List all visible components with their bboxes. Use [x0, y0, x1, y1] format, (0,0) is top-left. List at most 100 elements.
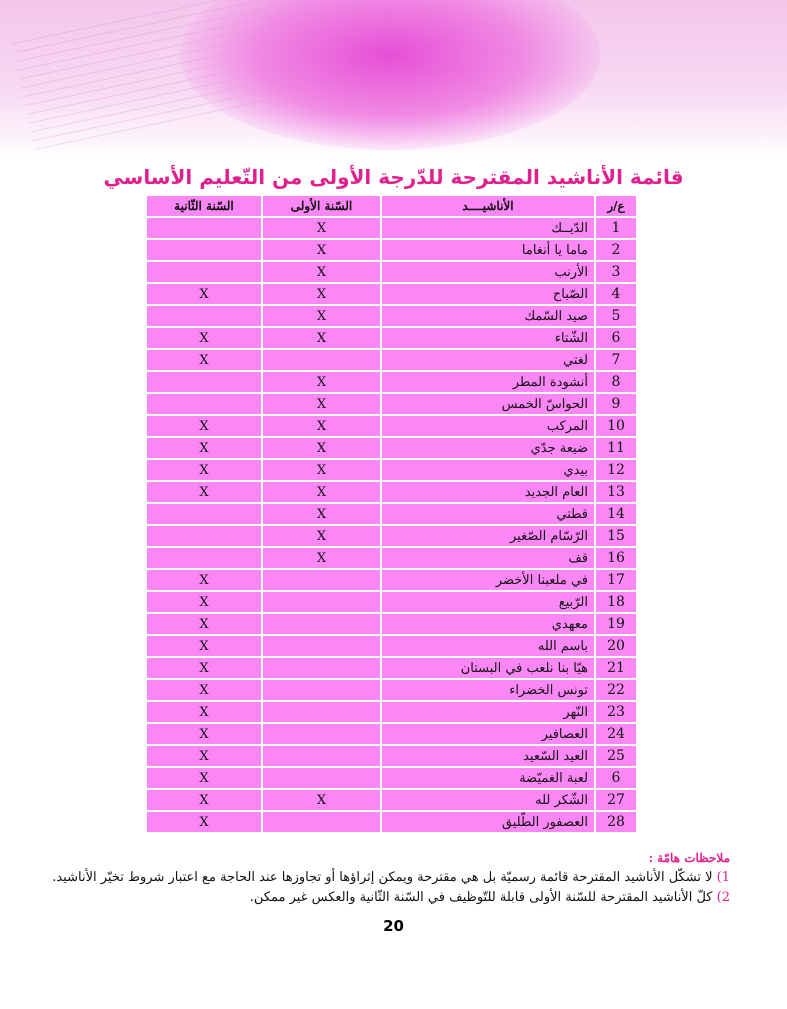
row-number: 25 — [594, 744, 638, 768]
year1-mark — [260, 678, 383, 702]
year1-mark: X — [260, 546, 383, 570]
table-row: 16 قف X — [145, 546, 638, 570]
table-row: 19 معهدي X — [145, 612, 638, 636]
year2-mark: X — [145, 282, 263, 306]
song-title: بيدي — [380, 458, 596, 482]
col-year2: السّنة الثّانية — [145, 194, 263, 218]
year1-mark: X — [260, 282, 383, 306]
table-row: 6 لعبة الغميّضة X — [145, 766, 638, 790]
table-row: 23 النّهر X — [145, 700, 638, 724]
table-row: 6 الشّتاء X X — [145, 326, 638, 350]
note-item: 1) لا تشكّل الأناشيد المقترحة قائمة رسمي… — [40, 868, 730, 888]
song-title: الصّباح — [380, 282, 596, 306]
year2-mark: X — [145, 612, 263, 636]
song-title: في ملعبنا الأخضر — [380, 568, 596, 592]
song-title: الدّيــك — [380, 216, 596, 240]
row-number: 24 — [594, 722, 638, 746]
song-title: الرّسّام الصّغير — [380, 524, 596, 548]
year1-mark: X — [260, 502, 383, 526]
table-row: 7 لغتي X — [145, 348, 638, 372]
song-title: الأرنب — [380, 260, 596, 284]
song-title: المركب — [380, 414, 596, 438]
song-title: الرّبيع — [380, 590, 596, 614]
row-number: 9 — [594, 392, 638, 416]
song-title: قطتي — [380, 502, 596, 526]
row-number: 6 — [594, 326, 638, 350]
song-title: صيد السّمك — [380, 304, 596, 328]
table-header: ع/ر الأناشيــــد السّنة الأولى السّنة ال… — [145, 194, 638, 218]
row-number: 20 — [594, 634, 638, 658]
year2-mark: X — [145, 656, 263, 680]
year1-mark — [260, 722, 383, 746]
row-number: 19 — [594, 612, 638, 636]
year1-mark: X — [260, 370, 383, 394]
table-row: 20 باسم الله X — [145, 634, 638, 658]
year2-mark: X — [145, 590, 263, 614]
row-number: 13 — [594, 480, 638, 504]
year2-mark — [145, 392, 263, 416]
table-row: 14 قطتي X — [145, 502, 638, 526]
row-number: 22 — [594, 678, 638, 702]
table-row: 24 العصافير X — [145, 722, 638, 746]
row-number: 17 — [594, 568, 638, 592]
row-number: 8 — [594, 370, 638, 394]
year2-mark: X — [145, 788, 263, 812]
year1-mark: X — [260, 260, 383, 284]
year1-mark: X — [260, 326, 383, 350]
col-number: ع/ر — [594, 194, 638, 218]
year2-mark: X — [145, 348, 263, 372]
row-number: 7 — [594, 348, 638, 372]
year1-mark: X — [260, 304, 383, 328]
row-number: 14 — [594, 502, 638, 526]
table-row: 28 العصفور الطّليق X — [145, 810, 638, 834]
table-row: 12 بيدي X X — [145, 458, 638, 482]
year1-mark — [260, 766, 383, 790]
note-text: لا تشكّل الأناشيد المقترحة قائمة رسميّة … — [52, 870, 713, 885]
year1-mark — [260, 634, 383, 658]
table-row: 25 العيد السّعيد X — [145, 744, 638, 768]
year2-mark — [145, 524, 263, 548]
row-number: 23 — [594, 700, 638, 724]
row-number: 16 — [594, 546, 638, 570]
song-title: العام الجديد — [380, 480, 596, 504]
year2-mark: X — [145, 326, 263, 350]
page-title: قائمة الأناشيد المقترحة للدّرجة الأولى م… — [103, 165, 684, 189]
song-title: لعبة الغميّضة — [380, 766, 596, 790]
year1-mark: X — [260, 238, 383, 262]
table-row: 4 الصّباح X X — [145, 282, 638, 306]
table-row: 5 صيد السّمك X — [145, 304, 638, 328]
violin-decoration — [180, 0, 600, 150]
year2-mark: X — [145, 436, 263, 460]
table-row: 22 تونس الخضراء X — [145, 678, 638, 702]
table-row: 18 الرّبيع X — [145, 590, 638, 614]
page-content: قائمة الأناشيد المقترحة للدّرجة الأولى م… — [0, 162, 787, 936]
row-number: 27 — [594, 788, 638, 812]
year2-mark — [145, 370, 263, 394]
table-row: 13 العام الجديد X X — [145, 480, 638, 504]
page-number: 20 — [383, 917, 404, 935]
year2-mark: X — [145, 766, 263, 790]
year1-mark: X — [260, 524, 383, 548]
year1-mark — [260, 744, 383, 768]
note-number: 1) — [716, 870, 730, 885]
song-title: الشّكر لله — [380, 788, 596, 812]
year1-mark: X — [260, 216, 383, 240]
year1-mark — [260, 810, 383, 834]
table-row: 8 أنشودة المطر X — [145, 370, 638, 394]
row-number: 10 — [594, 414, 638, 438]
table-row: 2 ماما يا أنغاما X — [145, 238, 638, 262]
year2-mark — [145, 546, 263, 570]
row-number: 12 — [594, 458, 638, 482]
row-number: 5 — [594, 304, 638, 328]
row-number: 1 — [594, 216, 638, 240]
year1-mark: X — [260, 788, 383, 812]
note-text: كلّ الأناشيد المقترحة للسّنة الأولى قابل… — [249, 890, 713, 905]
song-title: قف — [380, 546, 596, 570]
note-number: 2) — [716, 890, 730, 905]
song-title: العصافير — [380, 722, 596, 746]
year2-mark: X — [145, 458, 263, 482]
note-item: 2) كلّ الأناشيد المقترحة للسّنة الأولى ق… — [40, 888, 730, 908]
year2-mark: X — [145, 634, 263, 658]
year1-mark — [260, 590, 383, 614]
song-title: العصفور الطّليق — [380, 810, 596, 834]
